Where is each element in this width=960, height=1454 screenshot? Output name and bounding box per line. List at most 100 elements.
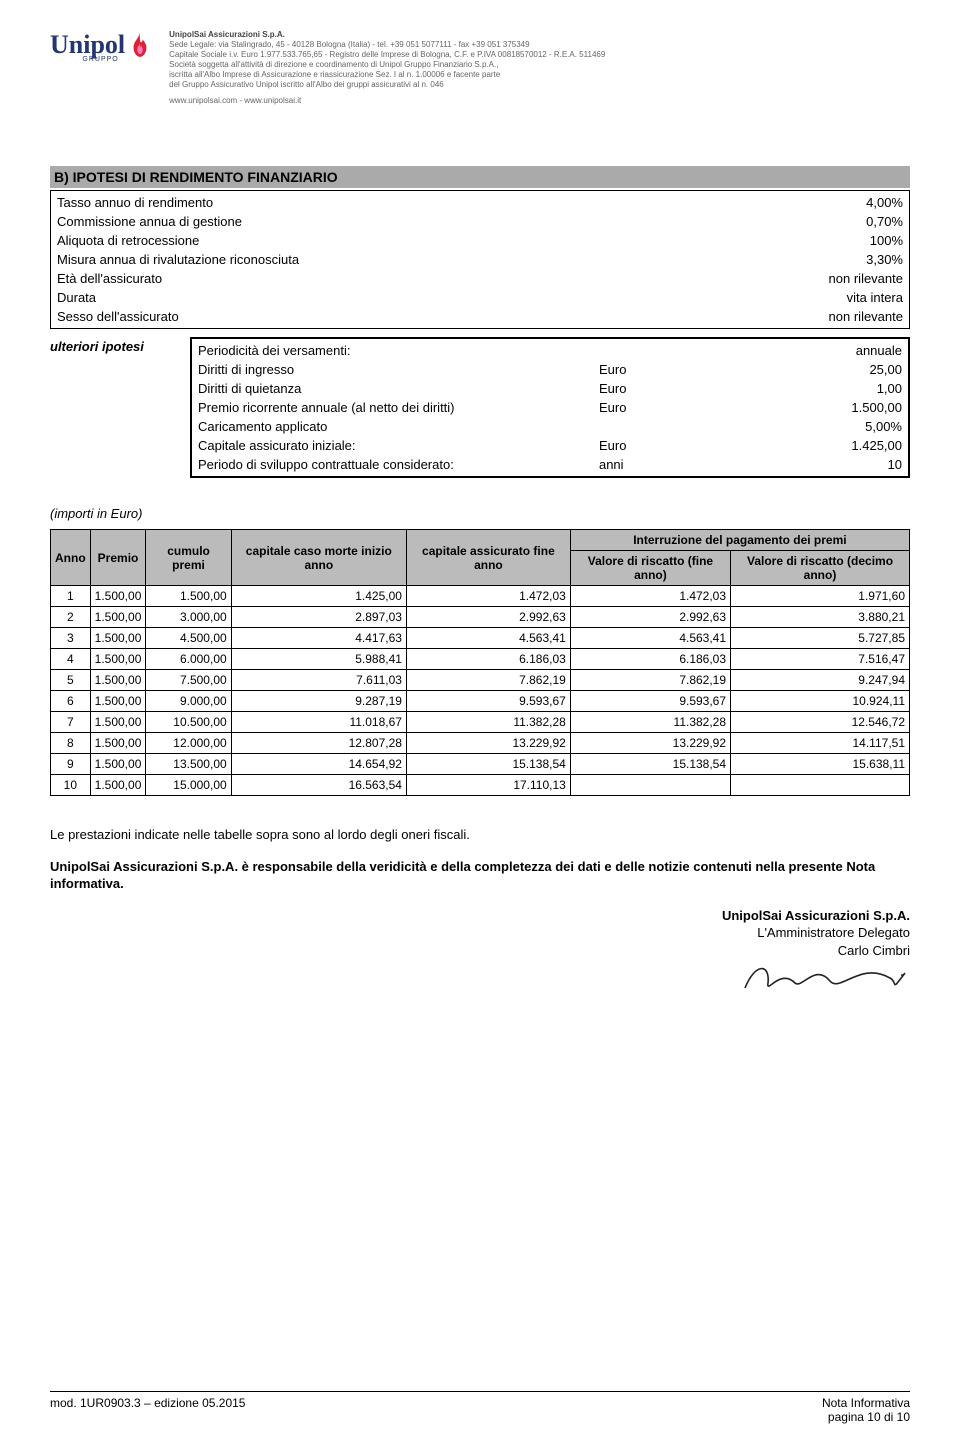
cell-cumulo: 4.500,00 <box>146 628 231 649</box>
section-b-row: Commissione annua di gestione0,70% <box>51 212 909 231</box>
cell-cap-morte: 9.287,19 <box>231 691 406 712</box>
section-b-row: Aliquota di retrocessione 100% <box>51 231 909 250</box>
legal-sites: www.unipolsai.com - www.unipolsai.it <box>169 96 605 106</box>
th-cap-assic: capitale assicurato fine anno <box>406 530 570 586</box>
kv-label: Periodo di sviluppo contrattuale conside… <box>192 455 593 474</box>
table-row: 91.500,0013.500,0014.654,9215.138,5415.1… <box>51 754 910 775</box>
kv-value: 3,30% <box>634 250 909 269</box>
cell-risc-dec <box>731 775 910 796</box>
ulteriori-row: ulteriori ipotesi Periodicità dei versam… <box>50 337 910 478</box>
signature-block: UnipolSai Assicurazioni S.p.A. L'Amminis… <box>50 907 910 1006</box>
legal-line: del Gruppo Assicurativo Unipol iscritto … <box>169 80 605 90</box>
section-b-row: Misura annua di rivalutazione riconosciu… <box>51 250 909 269</box>
th-cap-morte: capitale caso morte inizio anno <box>231 530 406 586</box>
cell-premio: 1.500,00 <box>90 586 146 607</box>
ulteriori-row-item: Premio ricorrente annuale (al netto dei … <box>192 398 908 417</box>
kv-value: 5,00% <box>679 417 908 436</box>
kv-value: 10 <box>679 455 908 474</box>
kv-value: non rilevante <box>634 307 909 326</box>
cell-premio: 1.500,00 <box>90 691 146 712</box>
legal-line: Capitale Sociale i.v. Euro 1.977.533.765… <box>169 50 605 60</box>
table-row: 61.500,009.000,009.287,199.593,679.593,6… <box>51 691 910 712</box>
section-b-row: Tasso annuo di rendimento4,00% <box>51 193 909 212</box>
cell-cap-morte: 7.611,03 <box>231 670 406 691</box>
kv-value: vita intera <box>634 288 909 307</box>
cell-premio: 1.500,00 <box>90 733 146 754</box>
cell-premio: 1.500,00 <box>90 628 146 649</box>
legal-text: UnipolSai Assicurazioni S.p.A. Sede Lega… <box>169 30 605 106</box>
kv-value: 100% <box>634 231 909 250</box>
cell-risc-fine: 6.186,03 <box>570 649 730 670</box>
kv-value: 1,00 <box>679 379 908 398</box>
ulteriori-row-item: Diritti di ingressoEuro25,00 <box>192 360 908 379</box>
section-b-row: Durata vita intera <box>51 288 909 307</box>
ulteriori-table: Periodicità dei versamenti:annualeDiritt… <box>192 341 908 474</box>
kv-value: 1.425,00 <box>679 436 908 455</box>
cell-anno: 3 <box>51 628 91 649</box>
kv-label: Diritti di ingresso <box>192 360 593 379</box>
cell-cumulo: 15.000,00 <box>146 775 231 796</box>
kv-value: 4,00% <box>634 193 909 212</box>
kv-label: Misura annua di rivalutazione riconosciu… <box>51 250 531 269</box>
cell-premio: 1.500,00 <box>90 607 146 628</box>
cell-risc-fine: 4.563,41 <box>570 628 730 649</box>
cell-cap-morte: 12.807,28 <box>231 733 406 754</box>
kv-unit: anni <box>593 455 679 474</box>
legal-line: iscritta all'Albo Imprese di Assicurazio… <box>169 70 605 80</box>
kv-label: Periodicità dei versamenti: <box>192 341 593 360</box>
kv-unit: Euro <box>593 379 679 398</box>
company-name: UnipolSai Assicurazioni S.p.A. <box>169 30 605 40</box>
cell-risc-fine: 2.992,63 <box>570 607 730 628</box>
kv-label: Aliquota di retrocessione <box>51 231 531 250</box>
section-b-title: B) IPOTESI DI RENDIMENTO FINANZIARIO <box>50 166 910 188</box>
cell-premio: 1.500,00 <box>90 754 146 775</box>
cell-premio: 1.500,00 <box>90 649 146 670</box>
cell-risc-fine: 13.229,92 <box>570 733 730 754</box>
kv-value: 25,00 <box>679 360 908 379</box>
kv-value: 0,70% <box>634 212 909 231</box>
section-b-row: Sesso dell'assicuratonon rilevante <box>51 307 909 326</box>
cell-risc-fine: 1.472,03 <box>570 586 730 607</box>
cell-cap-morte: 16.563,54 <box>231 775 406 796</box>
signature-icon <box>740 953 910 1001</box>
th-risc-dec: Valore di riscatto (decimo anno) <box>731 551 910 586</box>
cell-cumulo: 10.500,00 <box>146 712 231 733</box>
table-row: 81.500,0012.000,0012.807,2813.229,9213.2… <box>51 733 910 754</box>
kv-unit: Euro <box>593 436 679 455</box>
cell-risc-dec: 7.516,47 <box>731 649 910 670</box>
cell-cap-assic: 9.593,67 <box>406 691 570 712</box>
cell-cumulo: 7.500,00 <box>146 670 231 691</box>
body-p1: Le prestazioni indicate nelle tabelle so… <box>50 826 910 844</box>
cell-cumulo: 1.500,00 <box>146 586 231 607</box>
legal-line: Sede Legale: via Stalingrado, 45 - 40128… <box>169 40 605 50</box>
kv-unit <box>593 417 679 436</box>
sign-company: UnipolSai Assicurazioni S.p.A. <box>722 908 910 923</box>
kv-label: Durata <box>51 288 531 307</box>
cell-anno: 1 <box>51 586 91 607</box>
body-text: Le prestazioni indicate nelle tabelle so… <box>50 826 910 1006</box>
cell-cap-assic: 2.992,63 <box>406 607 570 628</box>
kv-unit <box>593 341 679 360</box>
importi-label: (importi in Euro) <box>50 506 910 521</box>
cell-cap-assic: 11.382,28 <box>406 712 570 733</box>
footer-left: mod. 1UR0903.3 – edizione 05.2015 <box>50 1396 245 1424</box>
ulteriori-row-item: Diritti di quietanzaEuro1,00 <box>192 379 908 398</box>
kv-value: non rilevante <box>634 269 909 288</box>
ulteriori-row-item: Caricamento applicato5,00% <box>192 417 908 436</box>
cell-cap-assic: 4.563,41 <box>406 628 570 649</box>
sign-role: L'Amministratore Delegato <box>50 924 910 942</box>
cell-cap-assic: 13.229,92 <box>406 733 570 754</box>
cell-anno: 9 <box>51 754 91 775</box>
table-row: 51.500,007.500,007.611,037.862,197.862,1… <box>51 670 910 691</box>
section-b-table: Tasso annuo di rendimento4,00%Commission… <box>51 193 909 326</box>
cell-cap-morte: 11.018,67 <box>231 712 406 733</box>
cell-anno: 10 <box>51 775 91 796</box>
cell-cap-assic: 1.472,03 <box>406 586 570 607</box>
cell-cumulo: 13.500,00 <box>146 754 231 775</box>
cell-cap-assic: 6.186,03 <box>406 649 570 670</box>
cell-cap-assic: 17.110,13 <box>406 775 570 796</box>
cell-cap-assic: 15.138,54 <box>406 754 570 775</box>
flame-icon <box>129 31 151 59</box>
cell-cumulo: 6.000,00 <box>146 649 231 670</box>
legal-line: Società soggetta all'attività di direzio… <box>169 60 605 70</box>
